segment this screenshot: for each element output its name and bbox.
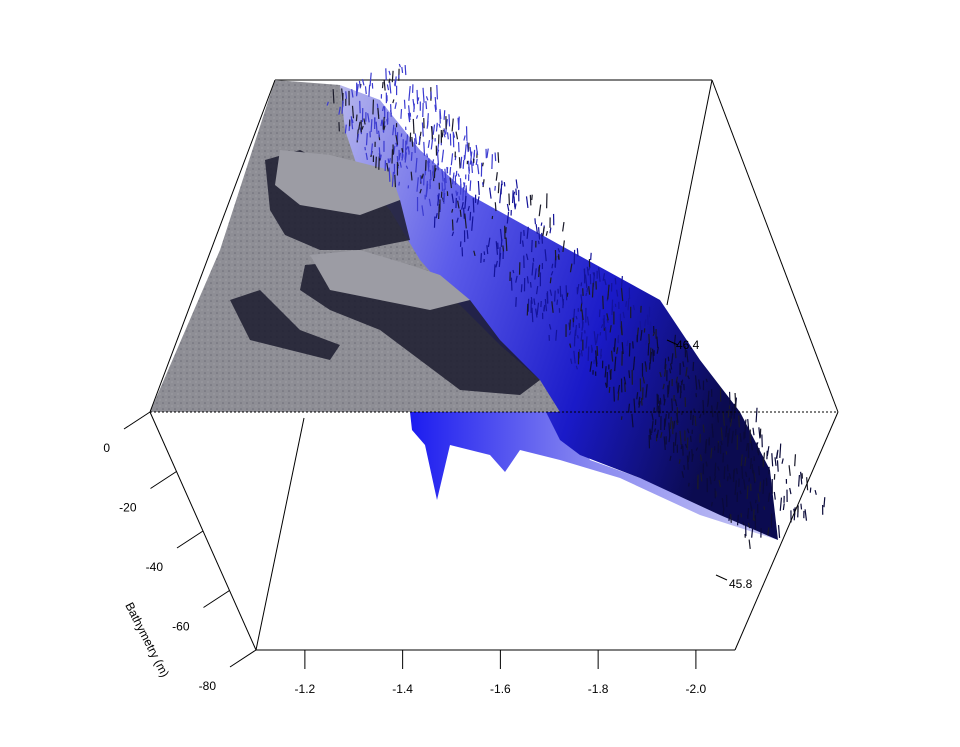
z-axis-title: Bathymetry (m) [122,600,172,679]
x-tick-label: -2.0 [686,682,707,696]
x-axis: -1.2 -1.4 -1.6 -1.8 -2.0 [295,650,707,696]
x-tick-label: -1.2 [295,682,316,696]
z-tick-label: 0 [103,441,110,455]
z-tick [123,411,151,430]
x-tick-label: -1.8 [588,682,609,696]
y-tick-label-45-8: 45.8 [729,577,753,591]
z-tick [150,471,177,489]
box-back-edges [255,79,839,651]
x-tick-label: -1.4 [392,682,413,696]
y-tick-45-8 [715,574,728,581]
y-tick-46-4 [666,339,679,346]
z-tick-label: -40 [146,560,164,574]
x-tick-label: -1.6 [490,682,511,696]
y-axis: 46.4 45.8 [666,338,753,591]
plateau-highlights [275,150,470,310]
z-tick-label: -60 [172,620,190,634]
surface-spikes [326,63,826,550]
y-tick-label-46-4: 46.4 [676,338,700,352]
sea-floor-surface [335,85,778,540]
z-axis: 0 -20 -40 -60 -80 [103,411,257,693]
z-tick-label: -80 [199,679,217,693]
bathymetry-surface [150,80,778,540]
z-tick [229,649,257,668]
z-tick [176,530,204,549]
z-tick-label: -20 [119,501,137,515]
surface-underside [410,412,778,540]
z-tick [203,590,230,608]
